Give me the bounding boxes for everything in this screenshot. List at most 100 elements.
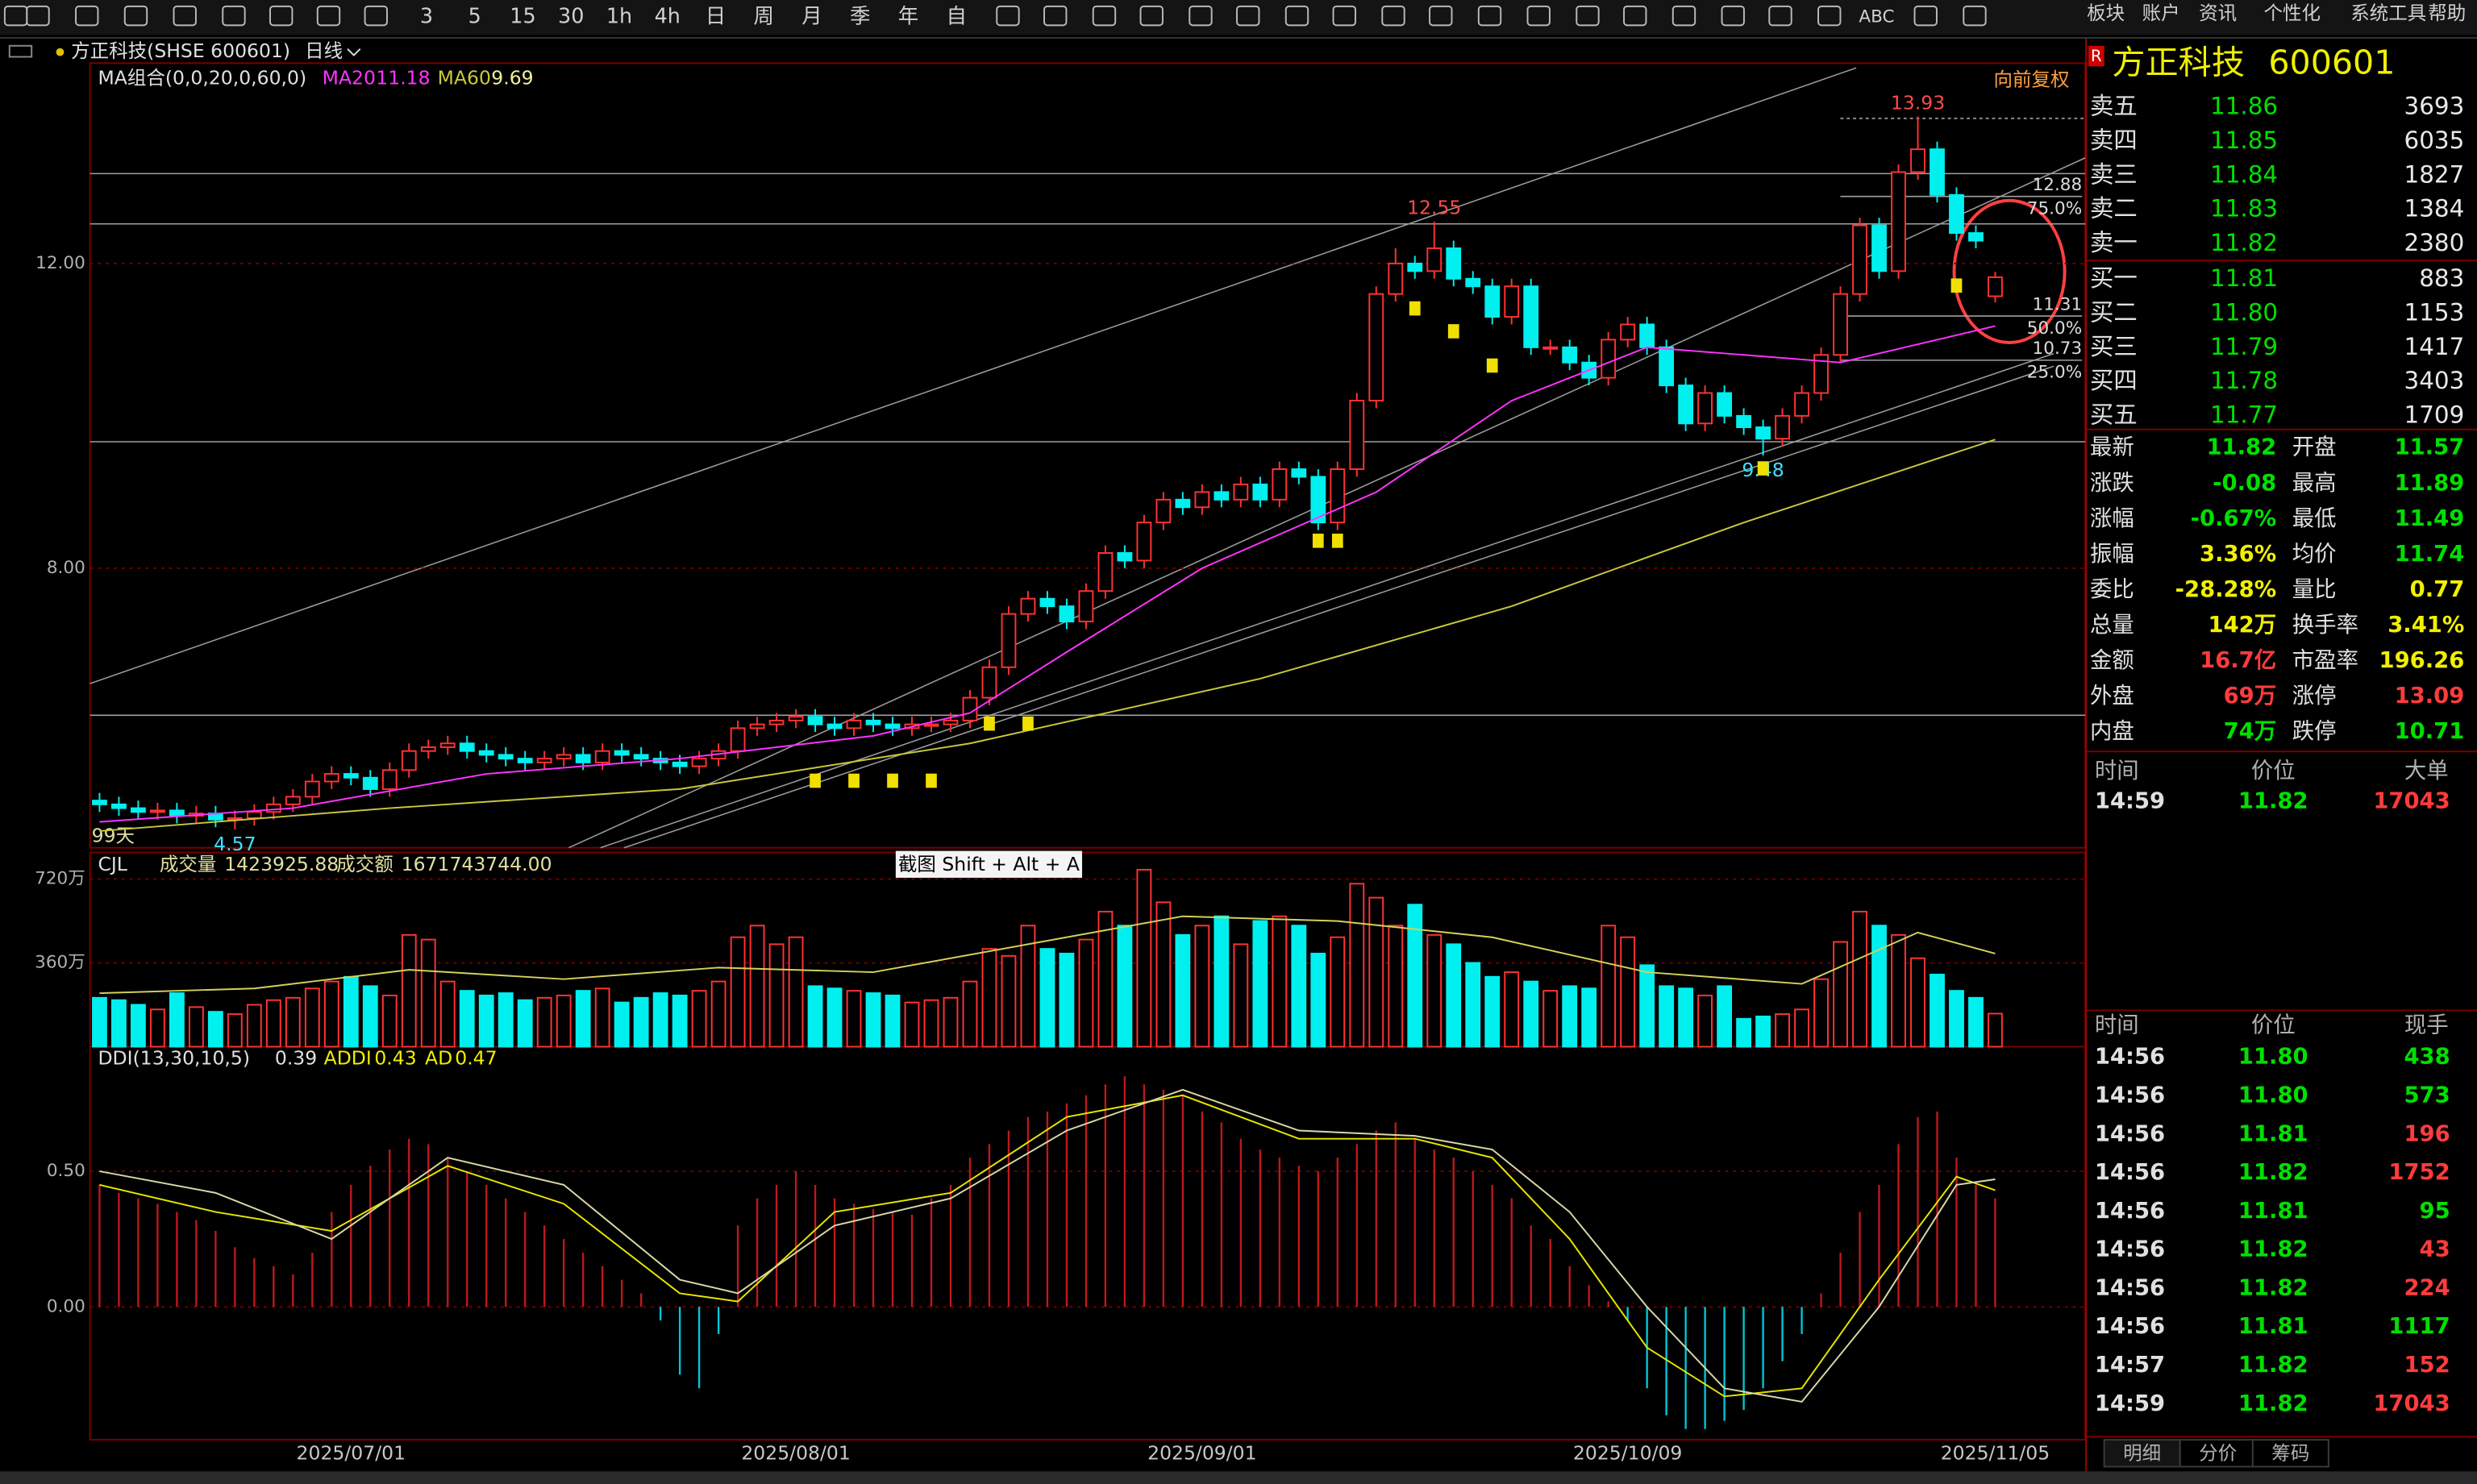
toolbar-icon[interactable] [1623, 5, 1647, 27]
info-icon[interactable] [1486, 358, 1498, 373]
toolbar-icon[interactable] [1477, 5, 1502, 27]
toolbar-button[interactable]: 15 [510, 5, 535, 29]
info-icon[interactable] [848, 773, 860, 788]
toolbar-icon[interactable] [1189, 5, 1213, 27]
quote-label: 总量 [2090, 613, 2134, 638]
toolbar-icon[interactable] [1768, 5, 1792, 27]
tooltip: 截图 Shift + Alt + A [898, 853, 1080, 875]
info-icon[interactable] [1331, 534, 1343, 548]
info-icon[interactable] [1447, 324, 1459, 339]
toolbar-icon[interactable] [222, 5, 246, 27]
toolbar-icon[interactable] [996, 5, 1020, 27]
info-icon[interactable] [887, 773, 898, 788]
ma-indicator[interactable]: MA组合(0,0,20,0,60,0) [98, 66, 306, 89]
toolbar-icon[interactable] [1236, 5, 1260, 27]
toolbar-button[interactable]: 日 [706, 5, 726, 29]
toolbar-button[interactable]: ABC [1859, 7, 1894, 27]
period-chevron[interactable] [347, 48, 361, 56]
volume-bar [1039, 948, 1055, 1048]
toolbar-icon[interactable] [1526, 5, 1551, 27]
tab[interactable] [2103, 1439, 2181, 1468]
quote-value: 3.41% [2387, 613, 2464, 638]
volume-indicator[interactable]: CJL [98, 853, 127, 875]
candle-body [265, 803, 281, 813]
volume-bar [227, 1013, 243, 1048]
toolbar-button[interactable]: 周 [754, 5, 774, 29]
tab-label[interactable]: 明细 [2123, 1441, 2161, 1464]
menu-item[interactable]: 个性化 [2264, 2, 2321, 24]
toolbar-icon[interactable] [269, 5, 293, 27]
info-icon[interactable] [1950, 278, 1963, 293]
toolbar-icon[interactable] [75, 5, 99, 27]
tab[interactable] [2251, 1439, 2329, 1468]
candle-body [1272, 468, 1288, 501]
fib-pct: 75.0% [2027, 198, 2082, 218]
toolbar-icon[interactable] [1817, 5, 1842, 27]
toolbar-button[interactable]: 月 [801, 5, 822, 29]
candle-body [1988, 276, 2003, 297]
quote-value: -0.67% [2191, 506, 2276, 531]
toolbar-icon[interactable] [173, 5, 197, 27]
toolbar-button[interactable]: 季 [850, 5, 870, 29]
ddi-line-value: 0.43 [374, 1047, 416, 1070]
info-icon[interactable] [1409, 301, 1421, 316]
toolbar-icon[interactable] [1913, 5, 1938, 27]
toolbar-icon[interactable] [364, 5, 388, 27]
toolbar-icon[interactable] [316, 5, 341, 27]
volume-bar [1504, 971, 1520, 1048]
toolbar-icon[interactable] [1092, 5, 1117, 27]
toolbar-button[interactable]: 5 [468, 5, 481, 29]
candle-body [1368, 293, 1384, 401]
menu-item[interactable]: 帮助 [2428, 2, 2466, 24]
toolbar-button[interactable]: 4h [655, 5, 681, 29]
toolbar-button[interactable]: 自 [947, 5, 967, 29]
ddi-indicator[interactable]: DDI(13,30,10,5) [98, 1047, 250, 1070]
ma-value: 9.69 [491, 66, 533, 89]
info-icon[interactable] [1312, 534, 1324, 548]
toolbar-icon[interactable] [1139, 5, 1164, 27]
ma-name: MA20 [323, 66, 376, 89]
menu-item[interactable]: 账户 [2142, 2, 2180, 24]
info-icon[interactable] [984, 716, 995, 731]
candle-body [381, 769, 398, 790]
toolbar-icon[interactable] [1671, 5, 1696, 27]
candle-body [1097, 552, 1114, 592]
toolbar-icon[interactable] [1429, 5, 1453, 27]
candle-body [1871, 224, 1887, 272]
security[interactable]: 方正科技(SHSE 600601) [71, 39, 290, 62]
toolbar-button[interactable]: 1h [606, 5, 632, 29]
menu-item[interactable]: 系统工具 [2350, 2, 2426, 24]
toolbar-icon[interactable] [26, 5, 50, 27]
info-icon[interactable] [926, 773, 937, 788]
toolbar-icon[interactable] [1963, 5, 1987, 27]
toolbar-icon[interactable] [1381, 5, 1405, 27]
tab-label[interactable]: 分价 [2199, 1441, 2237, 1464]
toolbar-icon[interactable] [1721, 5, 1745, 27]
ddi-value: 0.39 [275, 1047, 317, 1070]
book-label: 买五 [2090, 401, 2138, 428]
toolbar-button[interactable]: 年 [898, 5, 918, 29]
tab-label[interactable]: 筹码 [2271, 1441, 2309, 1464]
info-icon[interactable] [1757, 461, 1769, 476]
volume-bar [1717, 985, 1733, 1048]
toolbar-button[interactable]: 30 [558, 5, 584, 29]
volume-bar [672, 994, 688, 1048]
toolbar-button[interactable]: 3 [420, 5, 433, 29]
toolbar-icon[interactable] [1332, 5, 1356, 27]
info-icon[interactable] [1022, 716, 1034, 731]
period[interactable]: 日线 [305, 39, 343, 62]
candle-body [1736, 414, 1752, 429]
volume-bar [1426, 933, 1442, 1048]
menu-item[interactable]: 资讯 [2199, 2, 2237, 24]
toolbar-icon[interactable] [123, 5, 148, 27]
toolbar-icon[interactable] [1284, 5, 1309, 27]
extreme-label: 12.55 [1407, 197, 1461, 219]
toolbar-icon[interactable] [1576, 5, 1600, 27]
toolbar-icon[interactable] [1043, 5, 1068, 27]
trade-volume: 573 [2404, 1083, 2450, 1108]
adjust-mode[interactable]: 向前复权 [1993, 68, 2069, 90]
candle-body [285, 796, 301, 805]
menu-item[interactable]: 板块 [2087, 2, 2125, 24]
info-icon[interactable] [810, 773, 821, 788]
tab[interactable] [2179, 1439, 2257, 1468]
